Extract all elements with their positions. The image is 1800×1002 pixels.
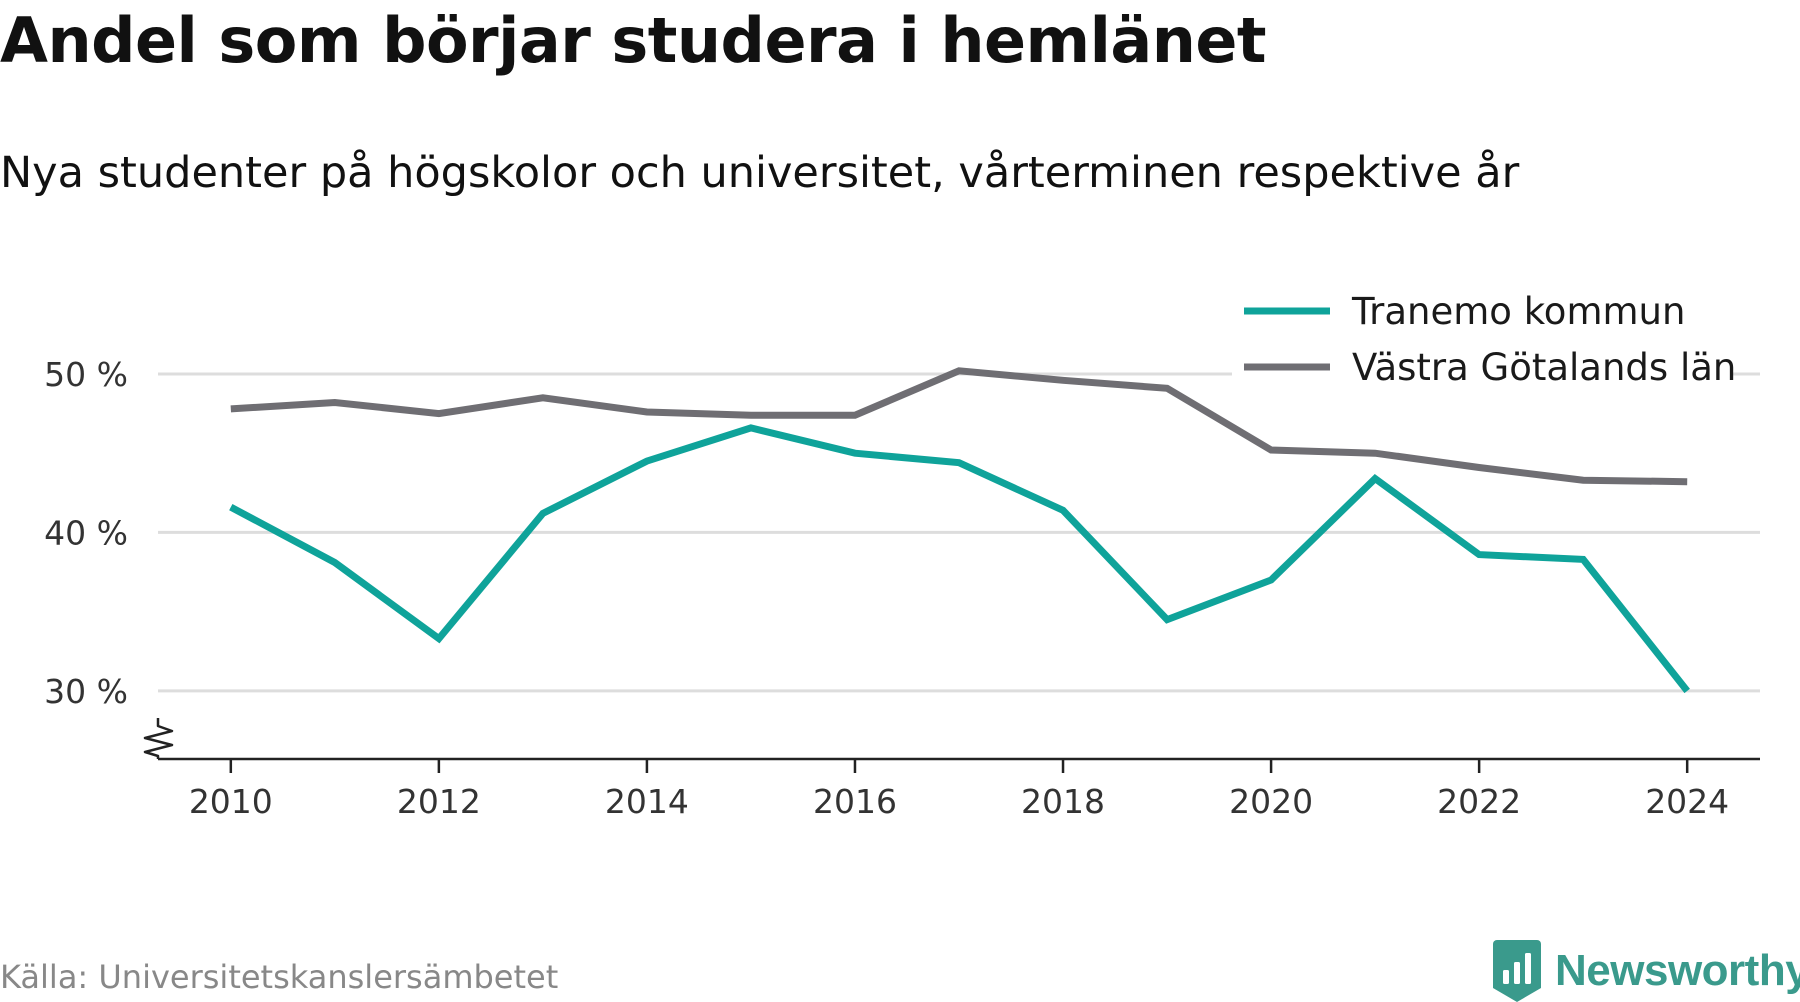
x-tick-label: 2020: [1229, 782, 1313, 821]
x-axis: 2010 2012 2014 2016 2018 2020 2022 2024: [143, 718, 1760, 821]
series-line-0: [229, 424, 1690, 694]
gridlines: [158, 372, 1760, 693]
chart-title: Andel som börjar studera i hemlänet: [0, 4, 1267, 77]
chart-subtitle: Nya studenter på högskolor och universit…: [0, 148, 1520, 198]
y-tick-label: 50 %: [44, 355, 128, 394]
legend-background: [1232, 280, 1732, 396]
series-lines: [229, 367, 1690, 694]
y-tick-label: 40 %: [44, 513, 128, 552]
newsworthy-wordmark: Newsworthy: [1555, 946, 1800, 995]
legend: Tranemo kommun Västra Götalands län: [1232, 280, 1736, 396]
y-axis-ticks: 30 % 40 % 50 %: [44, 355, 128, 711]
series-line-1: [230, 367, 1688, 486]
source-note: Källa: Universitetskanslersämbetet: [0, 958, 559, 996]
newsworthy-logo-icon: [1493, 940, 1541, 1002]
newsworthy-logo: Newsworthy: [1493, 940, 1800, 1002]
x-tick-label: 2024: [1645, 782, 1729, 821]
x-tick-label: 2010: [189, 782, 273, 821]
legend-label-1: Västra Götalands län: [1352, 346, 1736, 389]
y-axis-break-mark: [143, 718, 174, 759]
x-tick-label: 2012: [397, 782, 481, 821]
x-tick-label: 2018: [1021, 782, 1105, 821]
y-tick-label: 30 %: [44, 672, 128, 711]
x-tick-label: 2016: [813, 782, 897, 821]
x-tick-label: 2014: [605, 782, 689, 821]
legend-label-0: Tranemo kommun: [1351, 290, 1685, 333]
x-tick-label: 2022: [1437, 782, 1521, 821]
